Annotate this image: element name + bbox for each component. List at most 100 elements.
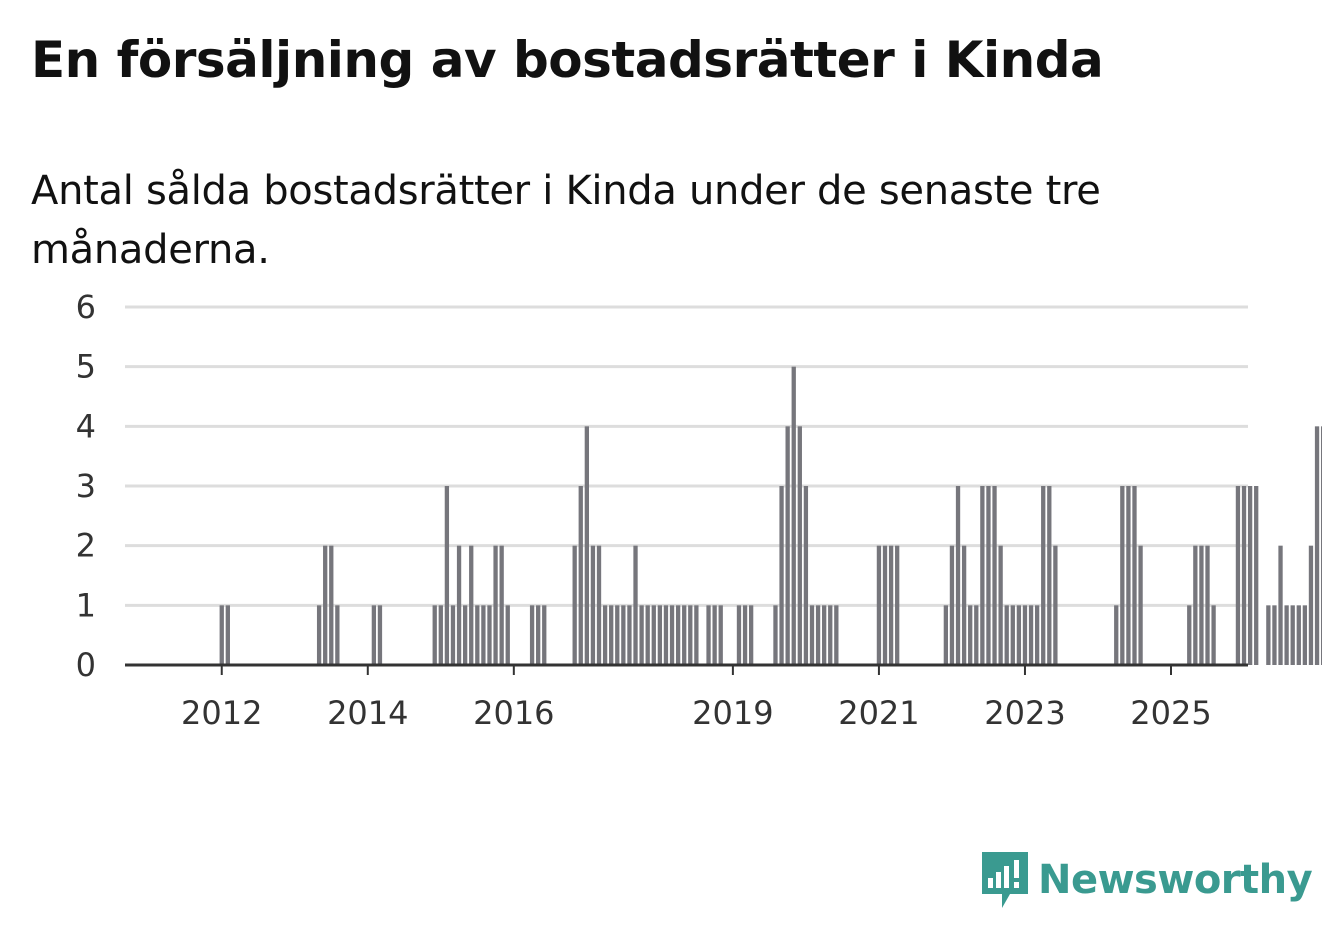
- bar: [584, 426, 589, 665]
- brand-name: Newsworthy: [1038, 857, 1313, 903]
- bar: [992, 486, 997, 665]
- bar: [955, 486, 961, 665]
- bar: [1308, 545, 1314, 665]
- bar: [1193, 545, 1198, 665]
- bar: [1278, 545, 1283, 665]
- bar: [815, 605, 821, 665]
- bar: [529, 605, 535, 665]
- x-tick-label: 2021: [838, 694, 919, 732]
- chart-subtitle: Antal sålda bostadsrätter i Kinda under …: [31, 168, 1101, 273]
- bar: [633, 545, 638, 665]
- bar: [675, 605, 681, 665]
- x-tick-label: 2012: [181, 694, 262, 732]
- x-tick-label: 2014: [327, 694, 408, 732]
- bar: [572, 545, 577, 665]
- bar: [1132, 486, 1137, 665]
- bar: [377, 605, 383, 665]
- bar: [505, 605, 510, 665]
- chart-title: En försäljning av bostadsrätter i Kinda: [31, 31, 1104, 89]
- bar: [450, 605, 456, 665]
- bar: [712, 605, 717, 665]
- bar: [444, 486, 450, 665]
- bar: [1211, 605, 1216, 665]
- bar: [663, 605, 669, 665]
- bar: [1254, 486, 1259, 665]
- bar: [627, 605, 632, 665]
- bar: [481, 605, 486, 665]
- bar: [791, 366, 796, 665]
- bar: [1302, 605, 1308, 665]
- bar: [438, 605, 443, 665]
- bar: [645, 605, 650, 665]
- bar: [980, 486, 985, 665]
- bar: [1010, 605, 1015, 665]
- bar: [882, 545, 888, 665]
- bar: [1320, 426, 1322, 665]
- bar: [1247, 486, 1253, 665]
- bar: [895, 545, 900, 665]
- bar: [1272, 605, 1277, 665]
- bar: [1028, 605, 1034, 665]
- bar: [1187, 605, 1192, 665]
- bar: [329, 545, 334, 665]
- bar: [688, 605, 693, 665]
- bar: [1138, 545, 1143, 665]
- x-tick-label: 2023: [984, 694, 1065, 732]
- bar: [1296, 605, 1301, 665]
- x-tick-label: 2025: [1130, 694, 1211, 732]
- y-tick-label: 4: [76, 407, 96, 445]
- bar: [748, 605, 754, 665]
- bar: [694, 605, 699, 665]
- bar: [469, 545, 474, 665]
- bar: [888, 545, 894, 665]
- bar: [1053, 545, 1058, 665]
- bar: [1114, 605, 1119, 665]
- bar: [1235, 486, 1241, 665]
- bar: [651, 605, 656, 665]
- bar: [219, 605, 224, 665]
- bar: [682, 605, 687, 665]
- bar-chart: 012345620122014201620192021202320251: [76, 288, 1322, 732]
- bar: [1004, 605, 1009, 665]
- x-tick-label: 2016: [473, 694, 554, 732]
- bar: [225, 605, 230, 665]
- bar: [1314, 426, 1320, 665]
- bar: [371, 605, 377, 665]
- bar: [961, 545, 967, 665]
- bar: [949, 545, 955, 665]
- bar: [615, 605, 620, 665]
- bar: [609, 605, 614, 665]
- bar: [596, 545, 602, 665]
- bar: [590, 545, 596, 665]
- bar: [542, 605, 547, 665]
- bar: [493, 545, 498, 665]
- bar: [602, 605, 608, 665]
- bar: [1241, 486, 1247, 665]
- bar: [487, 605, 492, 665]
- bar: [1034, 605, 1040, 665]
- bar: [335, 605, 340, 665]
- bar: [779, 486, 784, 665]
- bar: [968, 605, 973, 665]
- bar: [1284, 605, 1289, 665]
- bar: [1126, 486, 1131, 665]
- bar: [475, 605, 480, 665]
- bar: [773, 605, 778, 665]
- bar: [797, 426, 802, 665]
- bar: [1199, 545, 1204, 665]
- bar: [1016, 605, 1022, 665]
- bar: [462, 605, 468, 665]
- x-tick-label: 2019: [692, 694, 773, 732]
- bar: [1041, 486, 1046, 665]
- bar: [639, 605, 644, 665]
- y-tick-label: 3: [76, 467, 96, 505]
- bar: [621, 605, 626, 665]
- bar: [316, 605, 322, 665]
- bar: [974, 605, 979, 665]
- bar: [822, 605, 827, 665]
- bar: [736, 605, 742, 665]
- newsworthy-logo: Newsworthy: [980, 850, 1313, 910]
- bar: [876, 545, 882, 665]
- bar: [718, 605, 723, 665]
- y-tick-label: 6: [76, 288, 96, 326]
